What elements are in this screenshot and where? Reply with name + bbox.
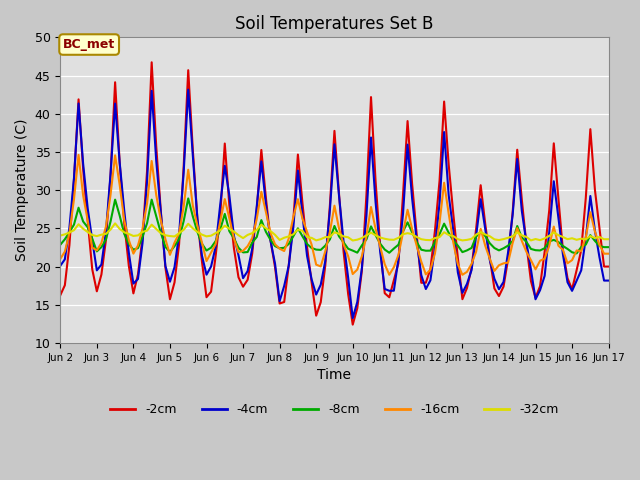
Y-axis label: Soil Temperature (C): Soil Temperature (C) bbox=[15, 119, 29, 262]
Title: Soil Temperatures Set B: Soil Temperatures Set B bbox=[236, 15, 434, 33]
Text: BC_met: BC_met bbox=[63, 38, 115, 51]
Legend: -2cm, -4cm, -8cm, -16cm, -32cm: -2cm, -4cm, -8cm, -16cm, -32cm bbox=[105, 398, 564, 421]
X-axis label: Time: Time bbox=[317, 368, 351, 382]
